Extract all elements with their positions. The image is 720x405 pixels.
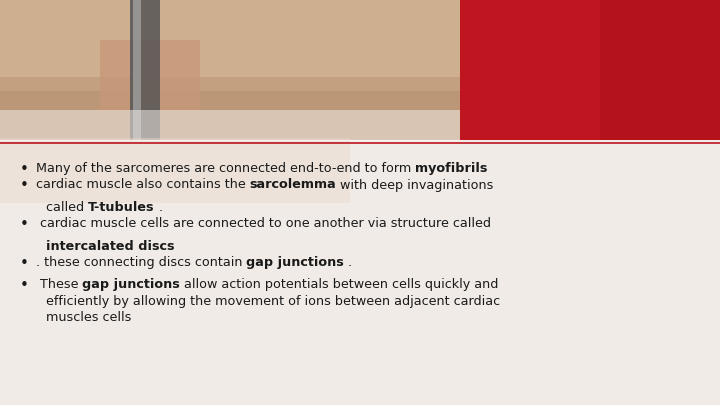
Text: .: . xyxy=(155,201,163,214)
Text: Many of the sarcomeres are connected end-to-end to form: Many of the sarcomeres are connected end… xyxy=(36,162,415,175)
Text: called: called xyxy=(46,201,88,214)
Text: allow action potentials between cells quickly and: allow action potentials between cells qu… xyxy=(180,278,499,291)
Text: myofibrils: myofibrils xyxy=(415,162,487,175)
Text: •: • xyxy=(20,256,29,271)
Text: cardiac muscle also contains the: cardiac muscle also contains the xyxy=(36,179,250,192)
Text: sarcolemma: sarcolemma xyxy=(250,179,336,192)
Text: gap junctions: gap junctions xyxy=(83,278,180,291)
FancyBboxPatch shape xyxy=(600,0,720,140)
FancyBboxPatch shape xyxy=(100,40,200,110)
FancyBboxPatch shape xyxy=(133,0,141,140)
FancyBboxPatch shape xyxy=(460,0,720,140)
FancyBboxPatch shape xyxy=(0,91,460,140)
Text: intercalated discs: intercalated discs xyxy=(46,239,174,253)
FancyBboxPatch shape xyxy=(130,0,160,140)
Text: cardiac muscle cells are connected to one another via structure called: cardiac muscle cells are connected to on… xyxy=(36,217,491,230)
Text: gap junctions: gap junctions xyxy=(246,256,344,269)
Text: .: . xyxy=(344,256,352,269)
Text: •: • xyxy=(20,179,29,194)
Text: efficiently by allowing the movement of ions between adjacent cardiac: efficiently by allowing the movement of … xyxy=(46,295,500,308)
Text: •: • xyxy=(20,217,29,232)
FancyBboxPatch shape xyxy=(0,110,460,140)
Text: These: These xyxy=(36,278,83,291)
FancyBboxPatch shape xyxy=(0,0,460,77)
Text: •: • xyxy=(20,278,29,293)
Text: . these connecting discs contain: . these connecting discs contain xyxy=(36,256,246,269)
Text: •: • xyxy=(20,162,29,177)
FancyBboxPatch shape xyxy=(0,138,350,203)
Text: muscles cells: muscles cells xyxy=(46,311,131,324)
FancyBboxPatch shape xyxy=(0,0,460,140)
Text: with deep invaginations: with deep invaginations xyxy=(336,179,494,192)
Text: T-tubules: T-tubules xyxy=(88,201,155,214)
